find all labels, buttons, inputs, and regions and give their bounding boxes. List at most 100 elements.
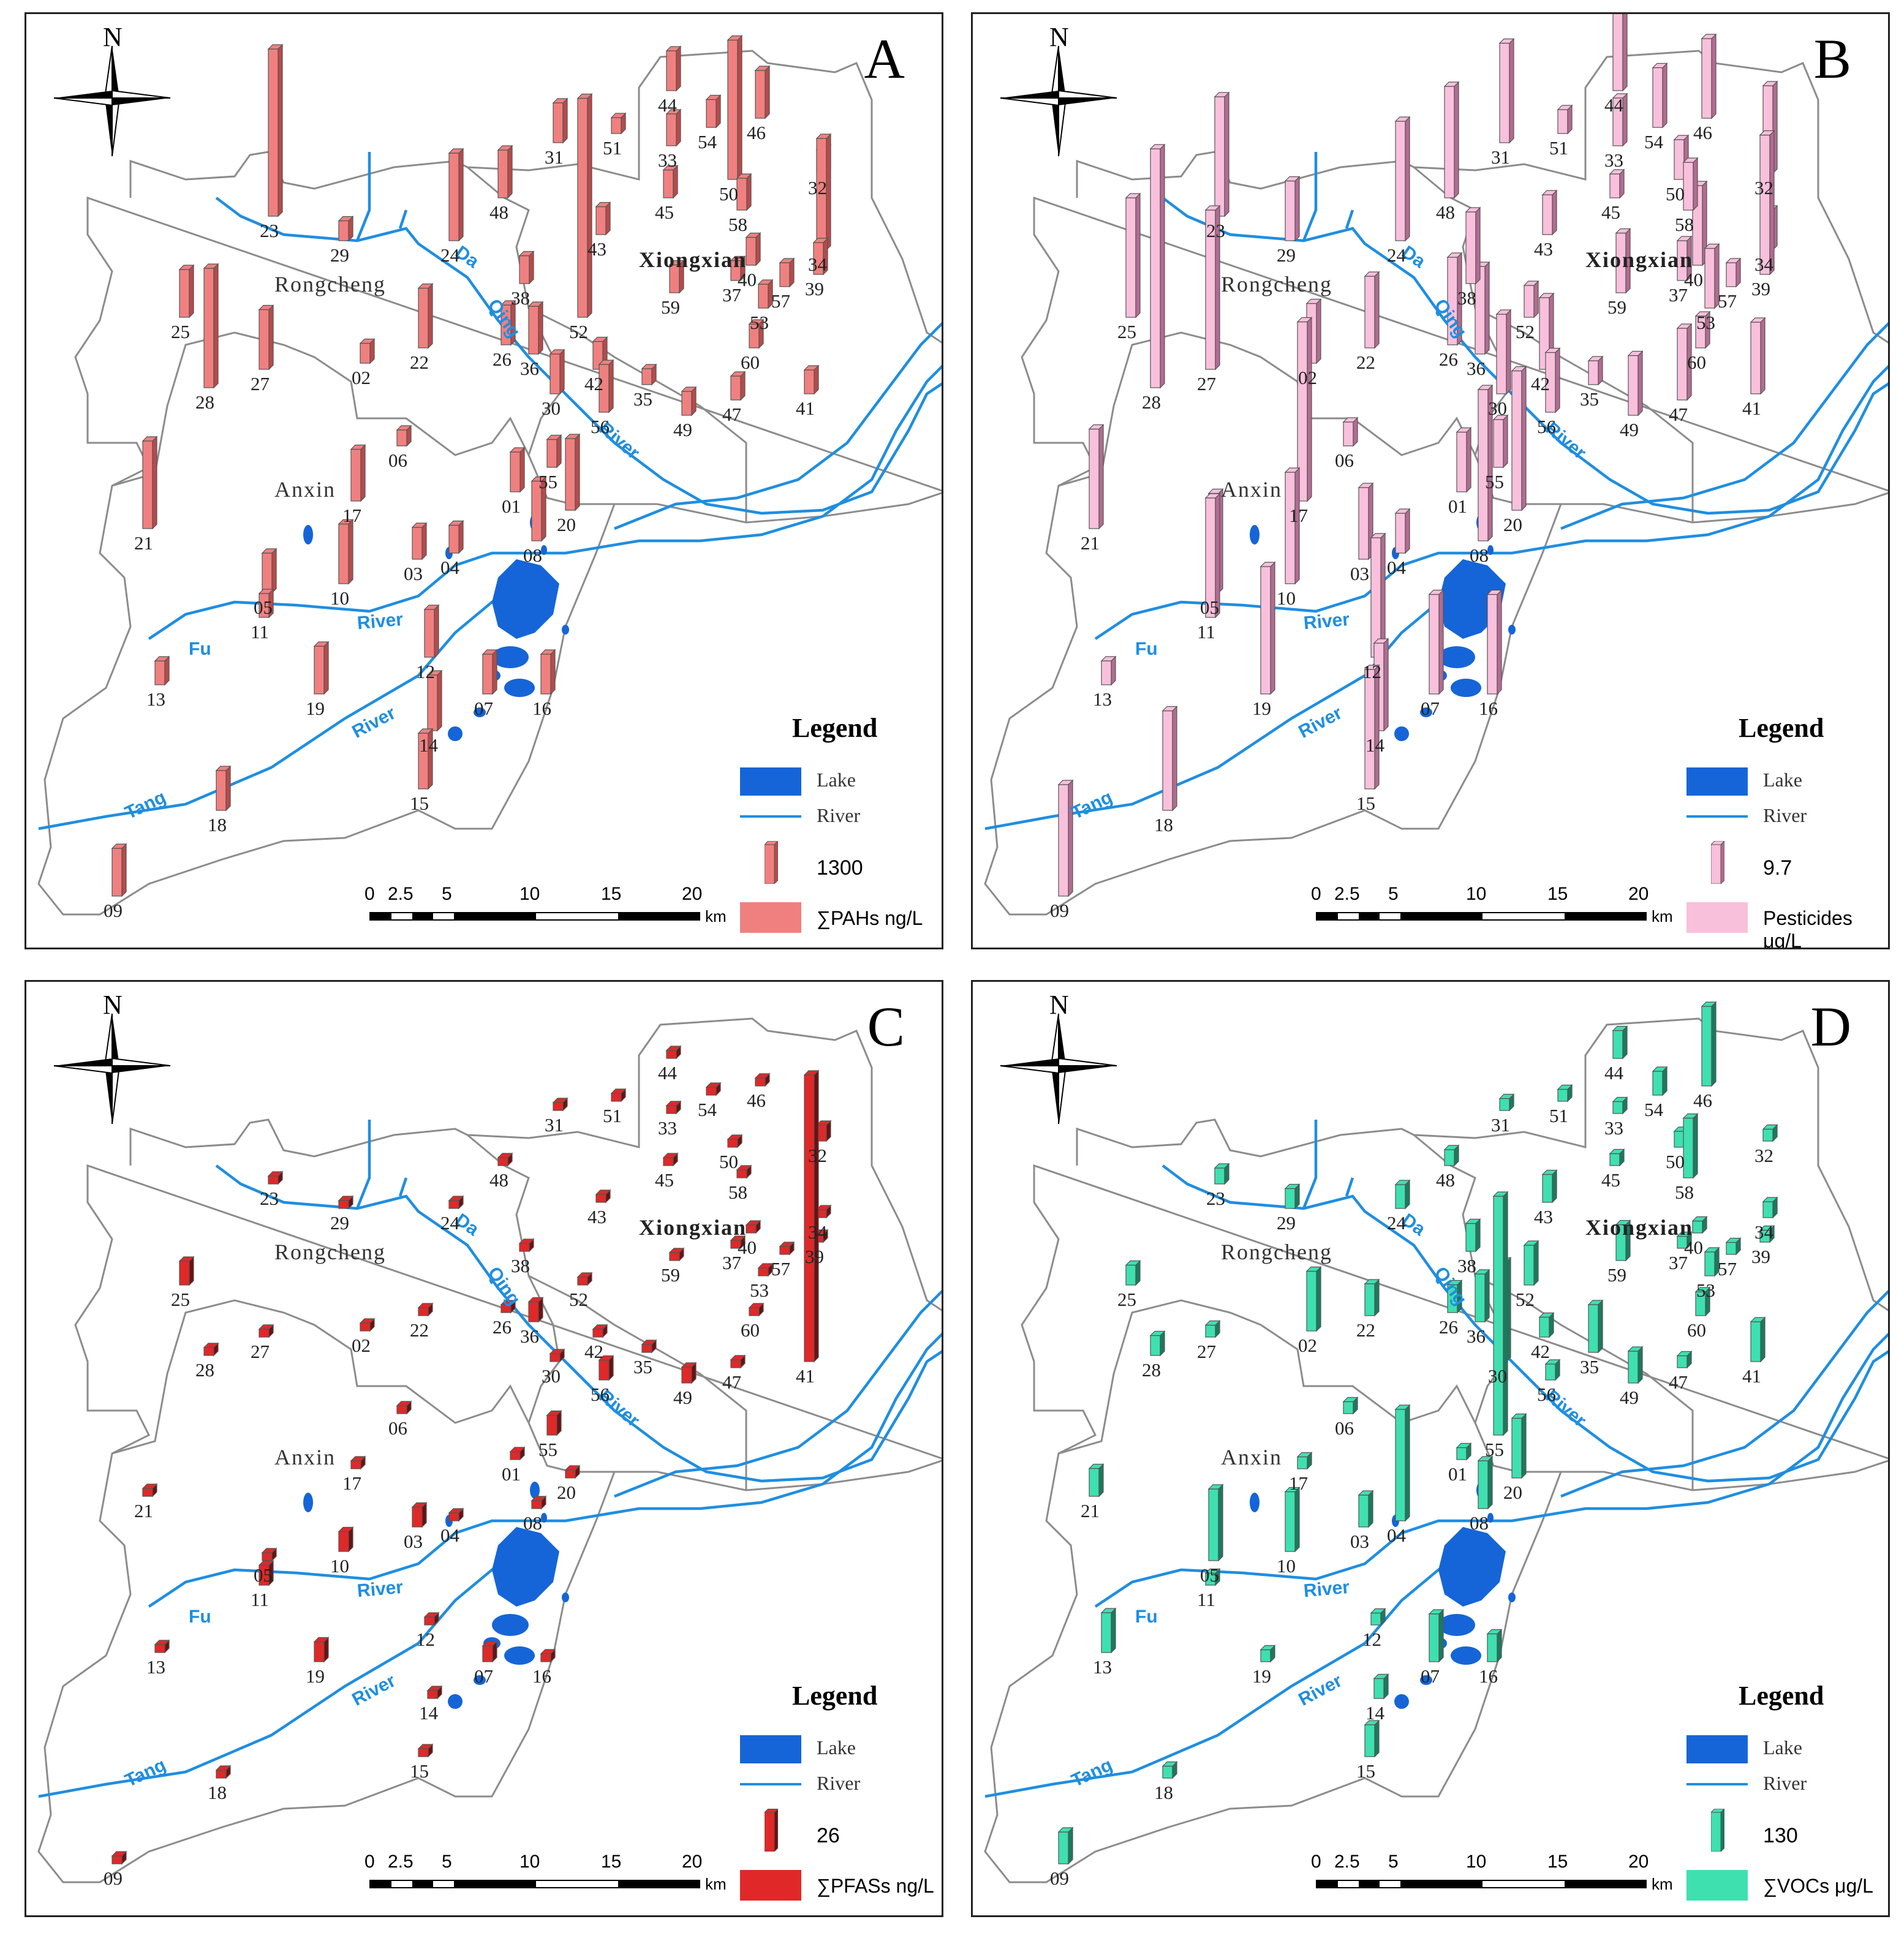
bar-site-36 [1474, 1268, 1490, 1323]
site-label-52: 52 [569, 321, 588, 342]
site-label-13: 13 [1093, 1656, 1112, 1678]
bar-site-37 [1676, 235, 1693, 282]
site-label-44: 44 [658, 94, 677, 116]
legend-bar-icon [1711, 841, 1724, 884]
site-label-17: 17 [342, 1472, 361, 1494]
site-label-55: 55 [538, 471, 557, 492]
north-arrow: N [997, 990, 1126, 1136]
site-label-33: 33 [658, 149, 677, 171]
site-label-13: 13 [146, 688, 165, 710]
scale-bar: 0 2.5 5 10 15 20 km [364, 884, 727, 939]
site-label-14: 14 [1365, 1702, 1384, 1724]
site-label-19: 19 [1252, 1665, 1271, 1687]
bar-site-31 [552, 97, 568, 144]
scale-tick-0: 0 [1311, 1852, 1321, 1872]
site-label-53: 53 [1696, 312, 1715, 333]
site-label-18: 18 [208, 814, 227, 835]
site-label-56: 56 [591, 416, 610, 437]
bar-site-32 [815, 1120, 832, 1142]
panel-a-pahs: N A Rongcheng Anxin Xiongxian Da Qing Ri… [25, 12, 943, 949]
bar-site-57 [1725, 257, 1742, 288]
site-label-44: 44 [658, 1062, 677, 1084]
site-label-50: 50 [719, 1151, 738, 1172]
bar-site-51 [610, 112, 627, 135]
site-label-46: 46 [1693, 122, 1712, 143]
panel-b-pesticides: N B Rongcheng Anxin Xiongxian Da Qing Ri… [971, 12, 1890, 949]
legend-lake-label: Lake [817, 1736, 856, 1758]
site-label-60: 60 [1687, 1319, 1706, 1341]
scale-tick-5: 5 [442, 1852, 452, 1872]
site-label-03: 03 [404, 563, 423, 584]
site-label-26: 26 [1439, 349, 1458, 370]
lake-blob-7 [303, 1493, 313, 1512]
bar-site-46 [754, 1072, 771, 1087]
site-label-12: 12 [1362, 1629, 1381, 1650]
place-anxin: Anxin [274, 1445, 336, 1469]
site-label-19: 19 [306, 698, 325, 719]
bar-site-04 [1394, 1404, 1411, 1522]
bar-site-28 [1149, 143, 1166, 389]
scale-bar: 0 2.5 5 10 15 20 km [1311, 884, 1673, 939]
bar-site-33 [1612, 92, 1628, 147]
bar-site-06 [1342, 1396, 1359, 1415]
site-label-28: 28 [195, 391, 214, 413]
bar-site-27 [1204, 1320, 1221, 1338]
bar-site-10 [1284, 467, 1301, 585]
bar-site-30 [549, 1348, 565, 1363]
place-rongcheng: Rongcheng [1221, 1240, 1332, 1264]
bar-site-31 [552, 1097, 568, 1112]
bar-site-27 [1204, 205, 1221, 371]
site-label-06: 06 [1335, 450, 1354, 471]
bar-site-30 [1495, 309, 1512, 395]
site-label-43: 43 [587, 1206, 606, 1227]
site-label-32: 32 [1754, 177, 1773, 198]
site-label-52: 52 [569, 1289, 588, 1310]
bar-site-25 [1125, 192, 1141, 318]
bar-site-58 [736, 1164, 752, 1179]
bar-site-23 [267, 1170, 284, 1185]
bar-site-42 [592, 1324, 608, 1338]
lake-blob-1 [1438, 1614, 1475, 1636]
site-label-39: 39 [1751, 1246, 1770, 1267]
site-label-48: 48 [1436, 1169, 1455, 1191]
river-label-fu: Fu [1135, 639, 1158, 659]
bar-site-41 [1750, 1316, 1766, 1363]
legend-unit-label: ∑VOCs μg/L [1763, 1875, 1873, 1897]
place-xiongxian: Xiongxian [639, 1215, 747, 1240]
site-label-33: 33 [658, 1117, 677, 1139]
bar-site-46 [1701, 33, 1717, 119]
site-label-04: 04 [440, 557, 459, 578]
outer-boundary [984, 1017, 1888, 1883]
bar-site-11 [258, 1560, 274, 1586]
bar-site-06 [396, 1400, 412, 1415]
legend-unit-swatch [740, 902, 801, 933]
site-label-12: 12 [1362, 661, 1381, 682]
site-label-26: 26 [1439, 1316, 1458, 1338]
site-label-51: 51 [603, 137, 622, 159]
bar-site-18 [1161, 706, 1178, 812]
bar-site-39 [1759, 1225, 1775, 1243]
legend-lake-swatch [740, 1735, 801, 1763]
site-label-21: 21 [134, 1500, 153, 1521]
site-label-40: 40 [1684, 269, 1703, 290]
panel-letter: A [864, 28, 905, 90]
scale-tick-2-5: 2.5 [388, 1852, 414, 1872]
lake-blob-10 [562, 625, 569, 635]
legend: Legend Lake River 1300 ∑PAHs ng/L [740, 712, 942, 939]
site-label-45: 45 [1601, 202, 1620, 223]
site-label-36: 36 [520, 1325, 539, 1347]
bar-site-56 [598, 359, 614, 413]
bar-site-11 [258, 588, 274, 619]
bar-site-26 [500, 1299, 516, 1314]
site-label-46: 46 [747, 1090, 766, 1111]
site-label-06: 06 [388, 450, 407, 471]
lake-blob-6 [1394, 726, 1409, 741]
site-label-28: 28 [1142, 1359, 1161, 1381]
legend-river-line [740, 1783, 801, 1785]
site-label-47: 47 [1669, 1371, 1688, 1393]
place-rongcheng: Rongcheng [1221, 272, 1332, 296]
site-label-54: 54 [698, 1099, 717, 1120]
site-label-24: 24 [1387, 244, 1406, 266]
main-lake [492, 559, 559, 639]
bar-site-56 [598, 1355, 614, 1381]
